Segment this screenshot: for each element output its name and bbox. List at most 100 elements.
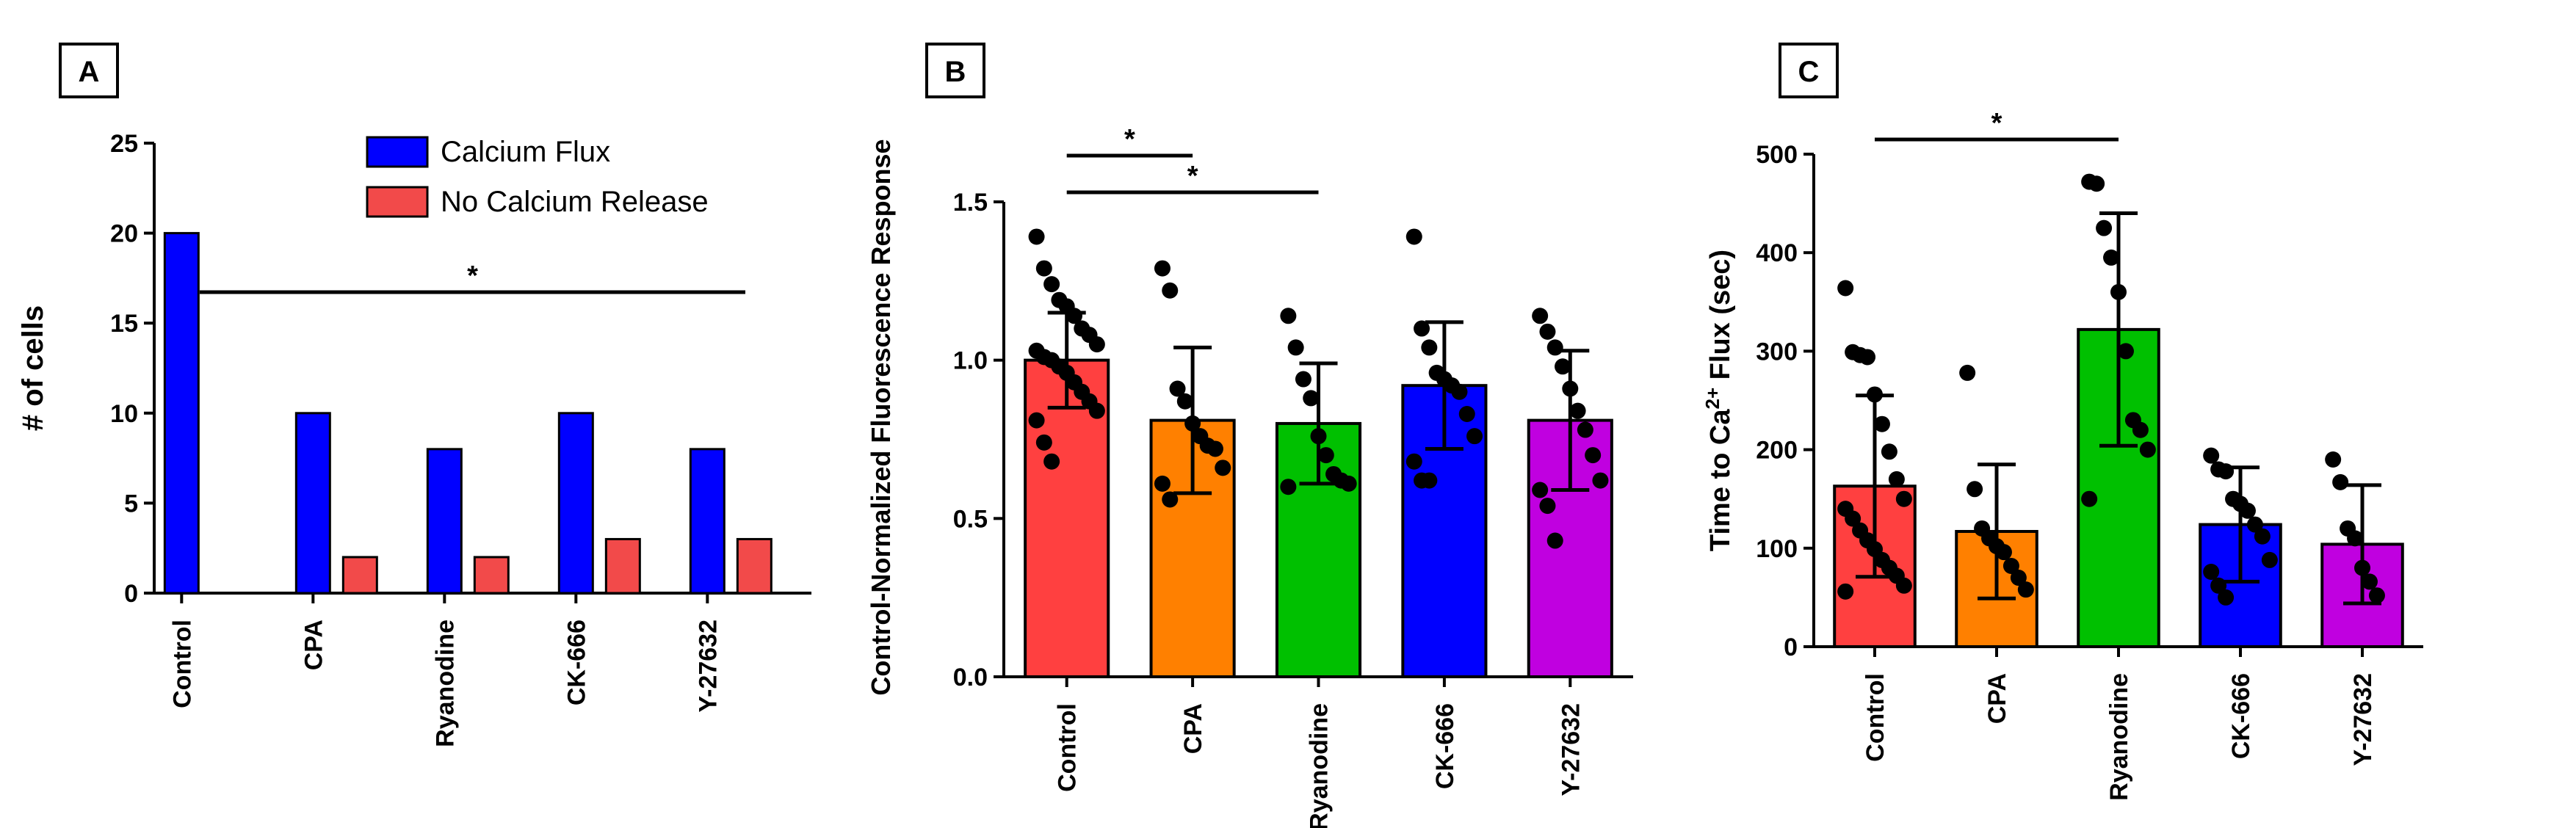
panel-b-x-label-ryanodine: Ryanodine bbox=[1306, 703, 1334, 828]
panel-c-y-tick-label: 200 bbox=[1756, 437, 1798, 465]
panel-b-point-cpa bbox=[1154, 475, 1171, 492]
panel-a-bar-no-calcium-release-ck-666 bbox=[604, 537, 641, 595]
panel-a-bar-no-calcium-release-ryanodine bbox=[473, 556, 510, 595]
panel-b-point-control bbox=[1043, 276, 1060, 293]
panel-b-significance-star: * bbox=[1124, 124, 1135, 155]
panel-b-point-ryanodine bbox=[1303, 390, 1320, 407]
panel-c-point-ck-666 bbox=[2261, 551, 2278, 568]
panel-b-point-y-27632 bbox=[1546, 532, 1563, 549]
panel-b-point-ck-666 bbox=[1466, 428, 1483, 445]
panel-a-y-tick-label: 5 bbox=[124, 490, 138, 518]
panel-c-point-y-27632 bbox=[2354, 559, 2370, 576]
panel-a-x-label-y-27632: Y-27632 bbox=[694, 620, 722, 713]
panel-c-point-ryanodine bbox=[2081, 490, 2098, 507]
panel-c-point-control bbox=[1881, 443, 1897, 460]
panel-a-legend-label-no-calcium-release: No Calcium Release bbox=[441, 186, 709, 218]
panel-c-point-control bbox=[1888, 471, 1905, 487]
panel-b-point-ryanodine bbox=[1295, 371, 1311, 388]
panel-a-bar-no-calcium-release-cpa bbox=[341, 556, 378, 595]
panel-c-point-ck-666 bbox=[2210, 577, 2227, 594]
panel-b-point-ck-666 bbox=[1421, 472, 1438, 489]
panel-b-point-control bbox=[1028, 412, 1045, 429]
panel-b-point-cpa bbox=[1154, 260, 1171, 277]
panel-c-point-ck-666 bbox=[2239, 502, 2256, 519]
panel-c-point-cpa bbox=[1959, 364, 1976, 381]
panel-a-y-axis-label: # of cells bbox=[17, 305, 49, 431]
panel-b-point-cpa bbox=[1162, 491, 1179, 508]
panel-a-legend-label-calcium-flux: Calcium Flux bbox=[441, 136, 610, 168]
panel-b-point-ryanodine bbox=[1317, 447, 1334, 464]
panel-b-label: B bbox=[945, 56, 966, 88]
panel-b-y-tick-label: 0.5 bbox=[953, 505, 988, 533]
panel-b-y-tick-label: 0.0 bbox=[953, 664, 988, 691]
panel-c-point-ryanodine bbox=[2096, 219, 2113, 236]
panel-a-bar-calcium-flux-cpa bbox=[294, 412, 331, 595]
panel-a-y-tick-label: 10 bbox=[110, 400, 138, 428]
panel-a-y-tick-label: 25 bbox=[110, 130, 138, 158]
panel-c-point-ck-666 bbox=[2218, 589, 2235, 606]
panel-a-legend-swatch-no-calcium-release bbox=[366, 186, 429, 218]
panel-c-x-label-ryanodine: Ryanodine bbox=[2105, 673, 2133, 801]
panel-c-point-control bbox=[1867, 386, 1883, 403]
panel-c-x-label-control: Control bbox=[1862, 673, 1889, 762]
panel-c-point-ck-666 bbox=[2203, 564, 2220, 581]
panel-c-point-y-27632 bbox=[2347, 530, 2364, 547]
panel-b: B 0.0 0.5 1.0 1.5 Control CPA Ryanodine CK-666 Y… bbox=[866, 43, 1633, 828]
panel-b-point-ryanodine bbox=[1280, 479, 1297, 495]
panel-c-y-axis-label: Time to Ca2+ Flux (sec) bbox=[1701, 250, 1736, 551]
panel-b-point-y-27632 bbox=[1562, 380, 1579, 397]
panel-a-x-label-control: Control bbox=[168, 620, 196, 708]
panel-b-point-y-27632 bbox=[1555, 358, 1571, 375]
panel-b-significance-star: * bbox=[1187, 161, 1198, 192]
panel-c-point-ck-666 bbox=[2203, 447, 2220, 464]
panel-c-x-label-y-27632: Y-27632 bbox=[2349, 673, 2377, 766]
panel-a-label: A bbox=[79, 56, 100, 88]
panel-c-y-axis-label-rest: Flux (sec) bbox=[1705, 250, 1736, 388]
panel-a-bar-calcium-flux-control bbox=[163, 232, 200, 595]
panel-c-point-cpa bbox=[1967, 481, 1983, 498]
panel-c-point-ryanodine bbox=[2117, 343, 2134, 360]
panel-c-label: C bbox=[1798, 56, 1820, 88]
panel-b-point-y-27632 bbox=[1546, 339, 1563, 356]
panel-b-point-control bbox=[1035, 260, 1052, 277]
panel-b-point-y-27632 bbox=[1539, 323, 1556, 340]
panel-c-point-control bbox=[1873, 415, 1890, 432]
panel-b-point-cpa bbox=[1206, 440, 1223, 457]
panel-c-point-control bbox=[1845, 510, 1862, 527]
panel-c-point-ck-666 bbox=[2254, 528, 2271, 545]
panel-a-y-tick-label: 20 bbox=[110, 220, 138, 248]
panel-c-label-box bbox=[1779, 43, 1839, 98]
panel-c-significance-star: * bbox=[1991, 108, 2002, 139]
panel-b-point-control bbox=[1035, 434, 1052, 451]
panel-c-y-tick-label: 500 bbox=[1756, 141, 1798, 169]
panel-b-label-box bbox=[925, 43, 985, 98]
panel-a-legend-swatch-calcium-flux bbox=[366, 136, 429, 168]
panel-b-point-control bbox=[1028, 228, 1045, 245]
panel-b-x-label-cpa: CPA bbox=[1179, 703, 1207, 754]
panel-b-point-ck-666 bbox=[1405, 453, 1422, 470]
panel-c-point-control bbox=[1859, 349, 1876, 366]
panel-b-point-y-27632 bbox=[1569, 402, 1586, 419]
panel-a-bar-calcium-flux-y-27632 bbox=[689, 448, 726, 595]
panel-b-point-cpa bbox=[1184, 415, 1201, 432]
panel-c-y-tick-label: 0 bbox=[1784, 633, 1798, 661]
panel-a-x-label-ck-666: CK-666 bbox=[562, 620, 590, 705]
panel-c-point-cpa bbox=[2017, 581, 2034, 598]
panel-b-y-tick-label: 1.5 bbox=[953, 189, 988, 217]
panel-c-point-control bbox=[1895, 490, 1912, 507]
panel-a-bar-calcium-flux-ck-666 bbox=[557, 412, 594, 595]
panel-b-point-cpa bbox=[1215, 460, 1231, 476]
panel-a-bar-no-calcium-release-y-27632 bbox=[736, 537, 773, 595]
panel-c-x-label-cpa: CPA bbox=[1983, 673, 2011, 724]
panel-c-point-cpa bbox=[1995, 544, 2012, 561]
panel-b-x-label-y-27632: Y-27632 bbox=[1557, 703, 1585, 796]
panel-a-y-tick-label: 15 bbox=[110, 310, 138, 338]
panel-b-point-y-27632 bbox=[1577, 421, 1593, 438]
panel-c-x-label-ck-666: CK-666 bbox=[2227, 673, 2255, 759]
panel-b-point-ck-666 bbox=[1458, 405, 1475, 422]
panel-c-point-y-27632 bbox=[2332, 473, 2349, 490]
panel-c-y-axis-label-main: Time to Ca bbox=[1705, 409, 1736, 551]
panel-b-point-control bbox=[1088, 402, 1105, 419]
panel-c: C 0 100 200 300 400 500 Control CPA Ryanodine CK-… bbox=[1701, 43, 2423, 801]
